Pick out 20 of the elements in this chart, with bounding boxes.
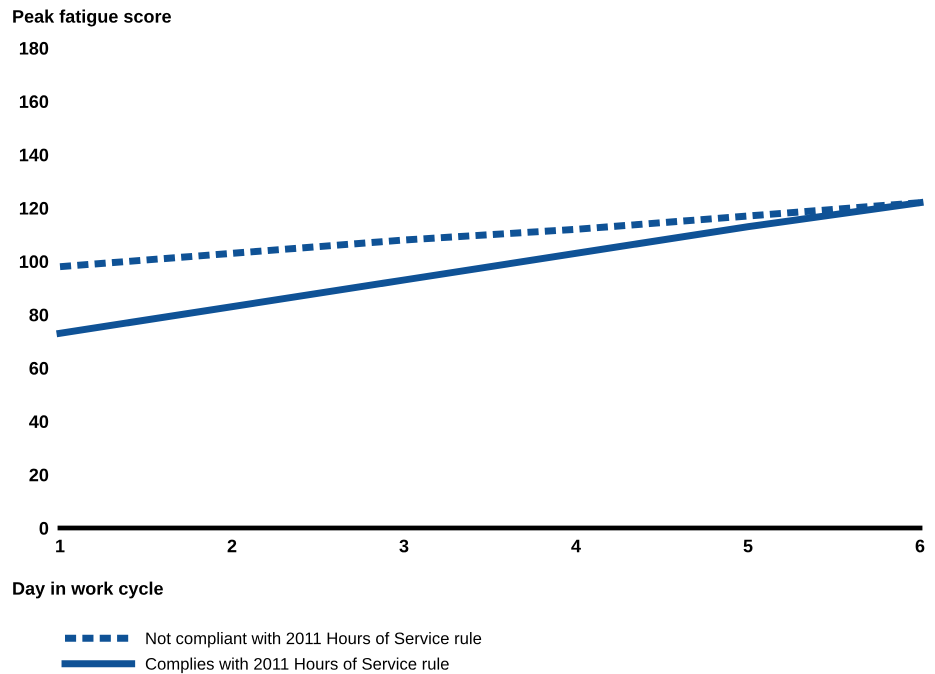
y-tick-label: 160 <box>20 95 48 108</box>
x-tick-label: 6 <box>916 540 924 552</box>
legend-label: Complies with 2011 Hours of Service rule <box>146 658 449 674</box>
x-tick-label: 1 <box>56 540 65 552</box>
legend-label: Not compliant with 2011 Hours of Service rule <box>146 632 482 648</box>
y-tick-label: 100 <box>20 255 48 268</box>
x-axis-title: Day in work cycle <box>13 582 163 598</box>
y-tick-label: 180 <box>20 42 48 55</box>
x-tick-label: 5 <box>744 540 753 552</box>
y-tick-label: 140 <box>20 148 48 162</box>
y-axis-title: Peak fatigue score <box>13 10 171 26</box>
y-tick-label: 80 <box>29 308 48 322</box>
x-tick-label: 2 <box>228 540 236 552</box>
y-tick-label: 0 <box>40 522 48 535</box>
y-tick-label: 120 <box>20 202 48 215</box>
x-tick-label: 4 <box>571 540 581 552</box>
y-tick-label: 60 <box>29 362 48 375</box>
y-tick-label: 40 <box>29 415 48 428</box>
y-tick-label: 20 <box>29 468 48 482</box>
x-tick-label: 3 <box>399 540 408 552</box>
